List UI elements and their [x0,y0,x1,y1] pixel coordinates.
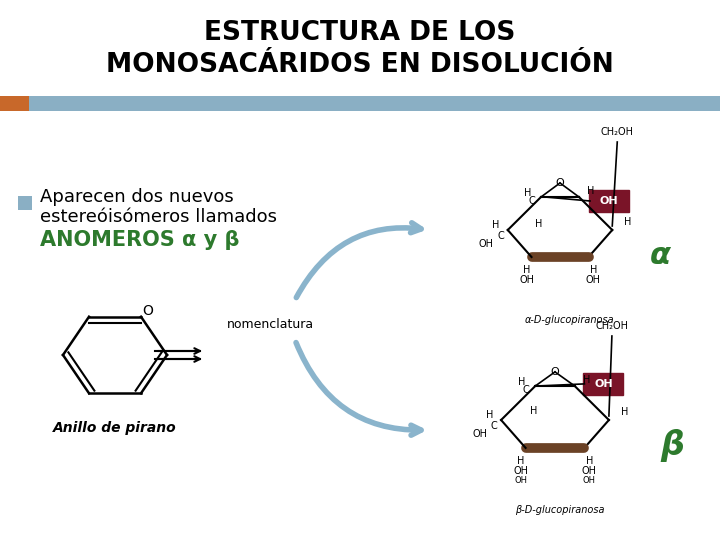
Text: nomenclatura: nomenclatura [226,319,314,332]
Text: H: H [523,265,530,275]
Text: OH: OH [513,466,528,476]
Text: O: O [143,303,153,318]
Text: O: O [556,178,564,188]
Text: CH₂OH: CH₂OH [600,127,634,137]
Text: ANOMEROS α y β: ANOMEROS α y β [40,230,240,250]
Text: α-D-glucopiranosa: α-D-glucopiranosa [525,315,615,325]
Text: CH₂OH: CH₂OH [595,321,629,331]
Text: H: H [530,406,537,416]
Text: C: C [523,385,529,395]
Text: H: H [523,188,531,198]
Text: Anillo de pirano: Anillo de pirano [53,421,177,435]
Text: α: α [649,240,670,269]
Text: C: C [497,231,504,241]
Text: O: O [551,367,559,377]
Text: OH: OH [519,275,534,285]
Text: OH: OH [583,476,596,485]
Text: H: H [518,377,526,387]
Text: H: H [492,220,500,230]
Text: OH: OH [514,476,527,485]
Text: β-D-glucopiranosa: β-D-glucopiranosa [516,505,605,515]
Bar [0,96,29,111]
Text: H: H [535,219,543,229]
Text: ESTRUCTURA DE LOS
MONOSACÁRIDOS EN DISOLUCIÓN: ESTRUCTURA DE LOS MONOSACÁRIDOS EN DISOL… [106,19,614,78]
FancyBboxPatch shape [589,190,629,212]
Text: H: H [587,186,595,196]
Text: OH: OH [600,196,618,206]
Text: OH: OH [594,379,613,389]
Text: H: H [624,217,631,227]
Text: H: H [486,410,493,420]
Text: β: β [660,429,684,462]
Text: OH: OH [472,429,487,439]
Text: OH: OH [586,275,601,285]
Bar [18,196,32,210]
Text: H: H [517,456,524,466]
FancyBboxPatch shape [583,373,624,395]
Text: estereóisómeros llamados: estereóisómeros llamados [40,208,277,226]
Text: H: H [585,456,593,466]
Text: H: H [590,265,597,275]
Text: OH: OH [582,466,597,476]
Text: Aparecen dos nuevos: Aparecen dos nuevos [40,188,234,206]
Text: C: C [528,196,535,206]
Text: H: H [582,375,590,385]
Text: H: H [621,407,629,417]
Text: C: C [490,421,497,431]
Text: OH: OH [479,239,494,249]
